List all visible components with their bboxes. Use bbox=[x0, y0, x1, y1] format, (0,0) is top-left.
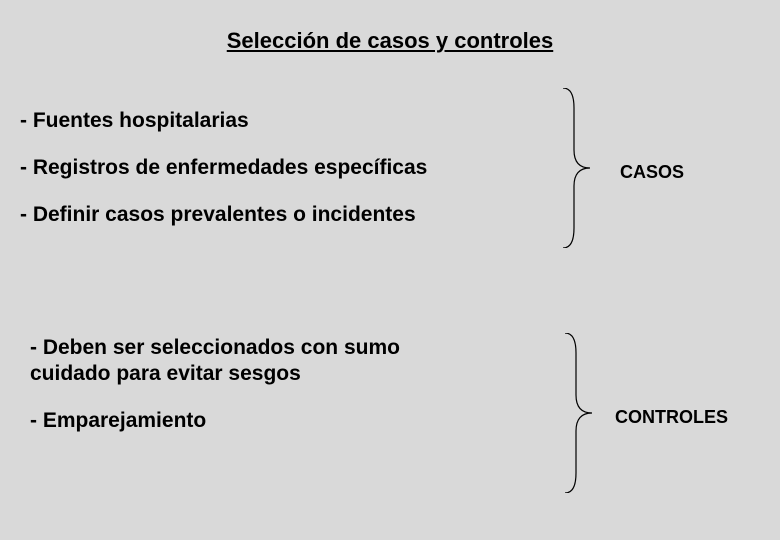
controles-brace-icon bbox=[560, 333, 600, 493]
casos-bullet-2: - Registros de enfermedades específicas bbox=[20, 155, 427, 181]
casos-label: CASOS bbox=[620, 162, 684, 183]
controles-label: CONTROLES bbox=[615, 407, 728, 428]
controles-bullet-2: - Emparejamiento bbox=[30, 408, 206, 434]
casos-bullet-3: - Definir casos prevalentes o incidentes bbox=[20, 202, 416, 228]
controles-bullet-1: - Deben ser seleccionados con sumo cuida… bbox=[30, 335, 460, 388]
casos-brace-icon bbox=[558, 88, 598, 248]
casos-bullet-1: - Fuentes hospitalarias bbox=[20, 108, 249, 134]
slide-title: Selección de casos y controles bbox=[0, 28, 780, 54]
